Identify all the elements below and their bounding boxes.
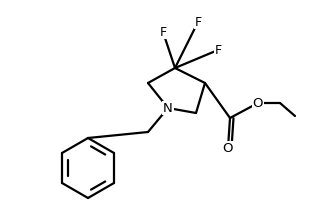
Text: O: O <box>253 97 263 110</box>
Text: F: F <box>214 44 222 57</box>
Text: F: F <box>194 15 202 29</box>
Text: O: O <box>223 141 233 154</box>
Text: N: N <box>163 101 173 114</box>
Text: F: F <box>159 26 166 38</box>
